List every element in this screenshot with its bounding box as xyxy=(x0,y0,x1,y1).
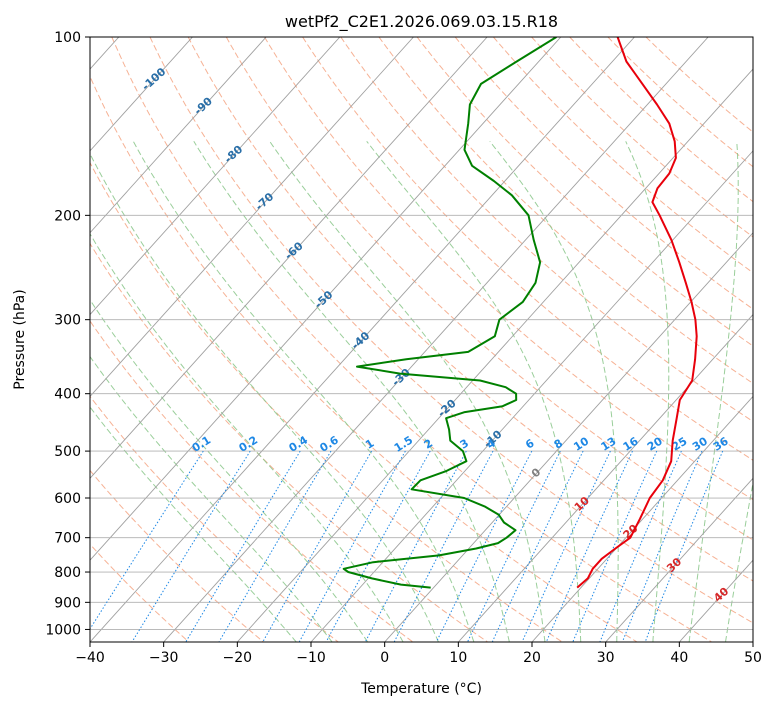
mixing-ratio-line xyxy=(621,450,703,642)
x-tick-label: 0 xyxy=(380,650,389,666)
isotherm-line xyxy=(310,150,753,642)
moist-adiabat-line xyxy=(625,141,670,642)
moist-adiabat-line xyxy=(688,141,739,642)
dry-adiabat-line xyxy=(454,37,753,310)
mixing-ratio-line xyxy=(491,450,584,642)
x-tick-label: −20 xyxy=(223,650,253,666)
moist-adiabat-line xyxy=(90,152,439,642)
dry-adiabat-line xyxy=(90,161,563,642)
mixing-ratio-line xyxy=(435,450,533,642)
dry-adiabat-line xyxy=(187,37,753,582)
dry-adiabat-line xyxy=(90,75,638,642)
x-tick-label: 20 xyxy=(523,650,541,666)
mixing-ratio-line xyxy=(325,450,431,642)
moist-adiabat-line xyxy=(193,141,510,642)
y-axis-ticks: 100 200 300 400 500 600 700 800 900 1000 xyxy=(45,30,90,638)
plot-frame xyxy=(89,36,754,643)
y-axis-label: Pressure (hPa) xyxy=(12,289,28,389)
y-tick-label: 300 xyxy=(54,313,81,329)
dry-adiabat-line xyxy=(569,37,753,203)
y-tick-label: 900 xyxy=(54,595,81,611)
dry-adiabat-line xyxy=(111,37,712,642)
y-tick-label: 100 xyxy=(54,30,81,46)
dry-adiabat-line xyxy=(340,37,753,423)
y-tick-label: 800 xyxy=(54,565,81,581)
plot-background xyxy=(90,37,753,642)
mixing-ratio-line xyxy=(545,450,633,642)
isotherm-line xyxy=(531,395,753,642)
pressure-gridlines xyxy=(90,37,753,630)
moist-adiabat-line xyxy=(90,355,333,642)
mixing-ratio-line xyxy=(131,450,251,642)
x-tick-label: 40 xyxy=(670,650,688,666)
y-tick-label: 200 xyxy=(54,208,81,224)
mixing-ratio-line xyxy=(298,450,406,642)
x-tick-label: −30 xyxy=(149,650,179,666)
y-tick-label: 400 xyxy=(54,387,81,403)
isotherm-line xyxy=(90,37,267,234)
x-tick-label: 30 xyxy=(597,650,615,666)
mixing-ratio-line xyxy=(467,450,561,642)
dry-adiabat-line xyxy=(90,395,339,642)
dry-adiabat-line xyxy=(493,37,753,274)
x-tick-label: −40 xyxy=(75,650,105,666)
moist-adiabat-line xyxy=(489,140,619,642)
y-tick-label: 500 xyxy=(54,444,81,460)
moist-adiabat-line xyxy=(366,140,582,642)
isotherm-line xyxy=(90,37,635,642)
temperature-profile-line xyxy=(576,37,698,589)
mixing-ratio-line xyxy=(90,450,204,630)
dry-adiabat-line xyxy=(607,37,753,168)
isotherm-line xyxy=(90,37,193,152)
moist-adiabats xyxy=(90,140,753,642)
mixing-ratio-line xyxy=(393,450,494,642)
isotherm-line xyxy=(90,37,341,316)
isotherm-line xyxy=(384,232,753,642)
x-tick-label: −10 xyxy=(296,650,326,666)
mixing-ratio-line xyxy=(262,450,373,642)
chart-title: wetPf2_C2E1.2026.069.03.15.R18 xyxy=(285,12,558,32)
isotherm-line xyxy=(752,641,753,642)
y-tick-label: 700 xyxy=(54,531,81,547)
y-tick-label: 1000 xyxy=(45,622,81,638)
x-tick-label: 50 xyxy=(744,650,762,666)
isotherm-line xyxy=(457,313,753,642)
isotherm-line xyxy=(163,37,709,642)
dry-adiabat-line xyxy=(90,320,414,642)
dry-adiabat-line xyxy=(264,37,753,501)
x-axis-ticks: −40 −30 −20 −10 0 10 20 30 40 50 xyxy=(75,642,762,666)
dewpoint-profile-line xyxy=(342,37,557,589)
mixing-ratio-line xyxy=(364,450,467,642)
moist-adiabat-line xyxy=(90,299,369,642)
moist-adiabat-line xyxy=(132,141,475,642)
moist-adiabat-line xyxy=(90,232,404,642)
moist-adiabat-line xyxy=(269,141,546,642)
isotherm-line xyxy=(236,68,753,642)
x-tick-label: 10 xyxy=(449,650,467,666)
dry-adiabat-line xyxy=(225,37,753,541)
isotherm-lines xyxy=(90,37,753,642)
isotherm-line xyxy=(90,37,488,479)
dry-adiabat-line xyxy=(90,242,488,642)
dry-adiabat-line xyxy=(149,37,753,624)
mixing-ratio-line xyxy=(521,450,611,642)
isotherm-line xyxy=(605,477,753,642)
x-axis-label: Temperature (°C) xyxy=(360,681,482,697)
dry-adiabat-line xyxy=(416,37,753,347)
mixing-ratio-lines xyxy=(90,450,724,642)
y-tick-label: 600 xyxy=(54,491,81,507)
mixing-ratio-line xyxy=(185,450,301,642)
mixing-ratio-line xyxy=(644,450,724,642)
isotherm-line xyxy=(90,37,562,561)
dry-adiabat-line xyxy=(90,469,264,642)
dry-adiabat-line xyxy=(378,37,753,385)
sounding-profiles xyxy=(342,37,698,589)
isotherm-line xyxy=(90,37,414,398)
